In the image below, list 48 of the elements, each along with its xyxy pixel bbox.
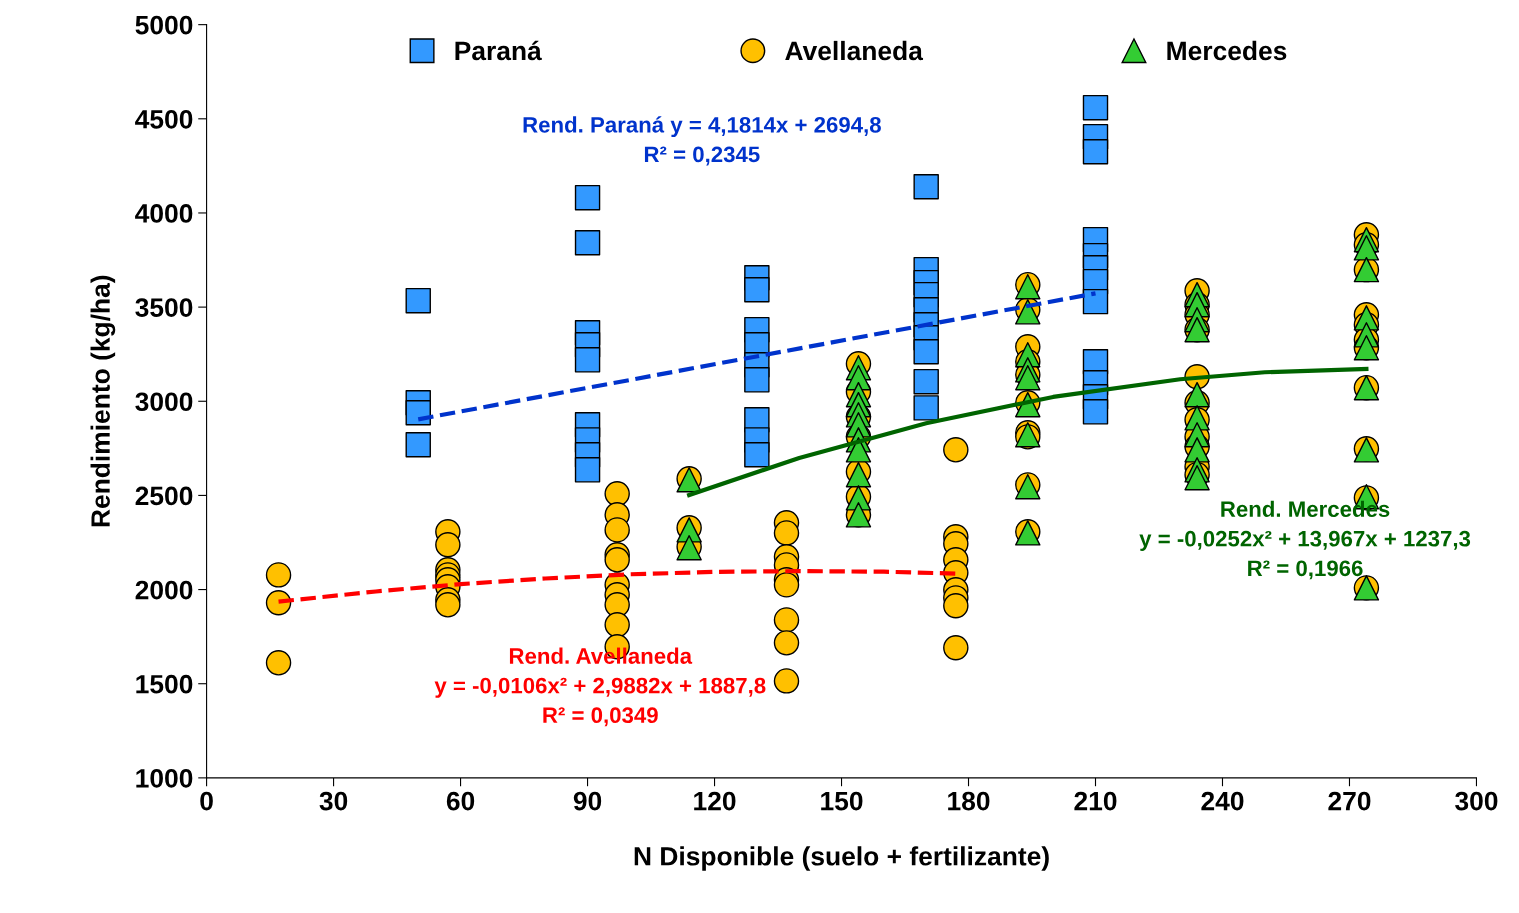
- y-tick-label: 2500: [135, 486, 193, 506]
- y-tick-label: 4500: [135, 109, 193, 129]
- legend-label: Avellaneda: [785, 40, 924, 61]
- point: [744, 442, 770, 468]
- point: [574, 347, 601, 373]
- x-tick-label: 270: [1328, 791, 1371, 811]
- point: [1082, 399, 1109, 425]
- point: [1082, 139, 1109, 165]
- point: [1082, 288, 1109, 315]
- point: [405, 287, 431, 314]
- point: [405, 432, 431, 458]
- point: [913, 368, 939, 395]
- y-tick-label: 5000: [135, 15, 193, 35]
- point: [1184, 381, 1210, 408]
- text: Rend. Paraná y = 4,1814x + 2694,8 R² = 0,2345: [523, 116, 881, 166]
- legend-label: Mercedes: [1167, 40, 1287, 61]
- point: [574, 184, 601, 211]
- y-tick-label: 1000: [136, 769, 193, 788]
- text: Rend. Avellaneda y = -0,0106x² + 2,9882x + 1887,8 R² = 0,0349: [434, 647, 766, 727]
- x-tick-label: 0: [200, 791, 213, 811]
- y-tick-label: 1500: [136, 674, 193, 694]
- y-tick-label: 4000: [135, 204, 193, 223]
- point: [574, 457, 601, 483]
- point: [845, 437, 872, 463]
- y-tick-label: 3500: [135, 298, 193, 317]
- x-tick-label: 210: [1074, 791, 1117, 811]
- x-tick-label: 30: [319, 791, 348, 811]
- legend-label: Paraná: [455, 40, 542, 61]
- x-tick-label: 300: [1455, 791, 1498, 811]
- point: [744, 277, 770, 303]
- y-axis-title: Rendimiento (kg/ha): [90, 275, 116, 527]
- point: [913, 339, 939, 365]
- point: [744, 367, 770, 393]
- x-tick-label: 150: [821, 791, 863, 811]
- point: [1082, 94, 1109, 121]
- point: [913, 174, 939, 200]
- line-series: [687, 366, 1369, 498]
- x-tick-label: 120: [694, 791, 736, 811]
- x-tick-label: 90: [573, 791, 602, 811]
- point: [574, 229, 601, 256]
- x-axis-title: N Disponible (suelo + fertilizante): [634, 846, 1049, 871]
- x-tick-label: 180: [948, 791, 990, 811]
- text: Rend. Mercedes y = -0,0252x² + 13,967x + 1237,3 R² = 0,1966: [1139, 500, 1471, 580]
- point: [913, 395, 939, 421]
- x-tick-label: 60: [446, 791, 475, 811]
- y-tick-label: 2000: [135, 580, 193, 600]
- y-tick-label: 3000: [135, 392, 193, 412]
- x-tick-label: 240: [1201, 791, 1244, 811]
